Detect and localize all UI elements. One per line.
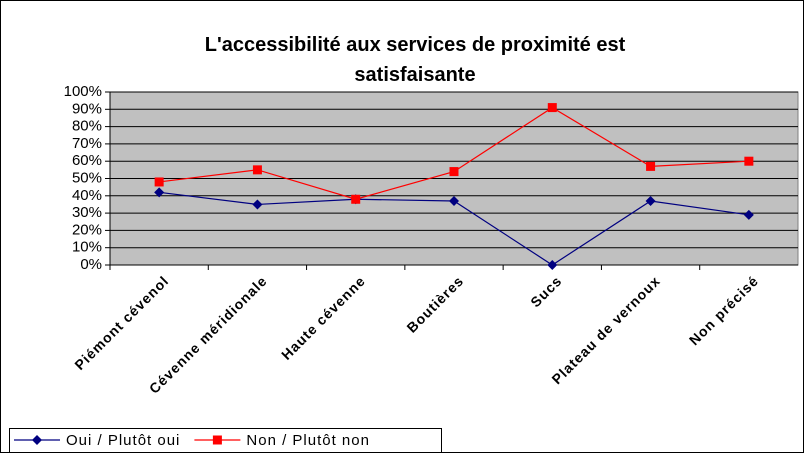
- marker: [744, 156, 754, 166]
- marker: [351, 194, 361, 204]
- legend-label: Oui / Plutôt oui: [66, 432, 180, 449]
- marker: [646, 161, 656, 171]
- legend: Oui / Plutôt oui Non / Plutôt non: [9, 428, 442, 453]
- marker: [154, 177, 164, 187]
- y-tick-label: 100%: [64, 83, 102, 100]
- marker: [449, 195, 459, 206]
- marker: [645, 195, 656, 206]
- y-tick-label: 60%: [72, 152, 102, 169]
- legend-label: Non / Plutôt non: [246, 432, 370, 449]
- y-tick-label: 50%: [72, 169, 102, 186]
- y-tick-label: 30%: [72, 204, 102, 221]
- y-tick-label: 40%: [72, 187, 102, 204]
- marker: [252, 165, 262, 175]
- marker: [449, 167, 459, 177]
- marker: [154, 187, 165, 198]
- marker: [252, 199, 263, 210]
- y-tick-label: 80%: [72, 118, 102, 135]
- y-tick-label: 90%: [72, 100, 102, 117]
- y-tick-label: 70%: [72, 135, 102, 152]
- marker: [212, 435, 222, 445]
- y-tick-label: 20%: [72, 221, 102, 238]
- y-tick-label: 0%: [80, 256, 102, 273]
- chart-title: L'accessibilité aux services de proximit…: [205, 34, 626, 86]
- marker: [32, 435, 42, 445]
- marker: [743, 209, 754, 220]
- marker: [547, 260, 558, 270]
- marker: [547, 103, 557, 113]
- y-tick-label: 10%: [72, 239, 102, 256]
